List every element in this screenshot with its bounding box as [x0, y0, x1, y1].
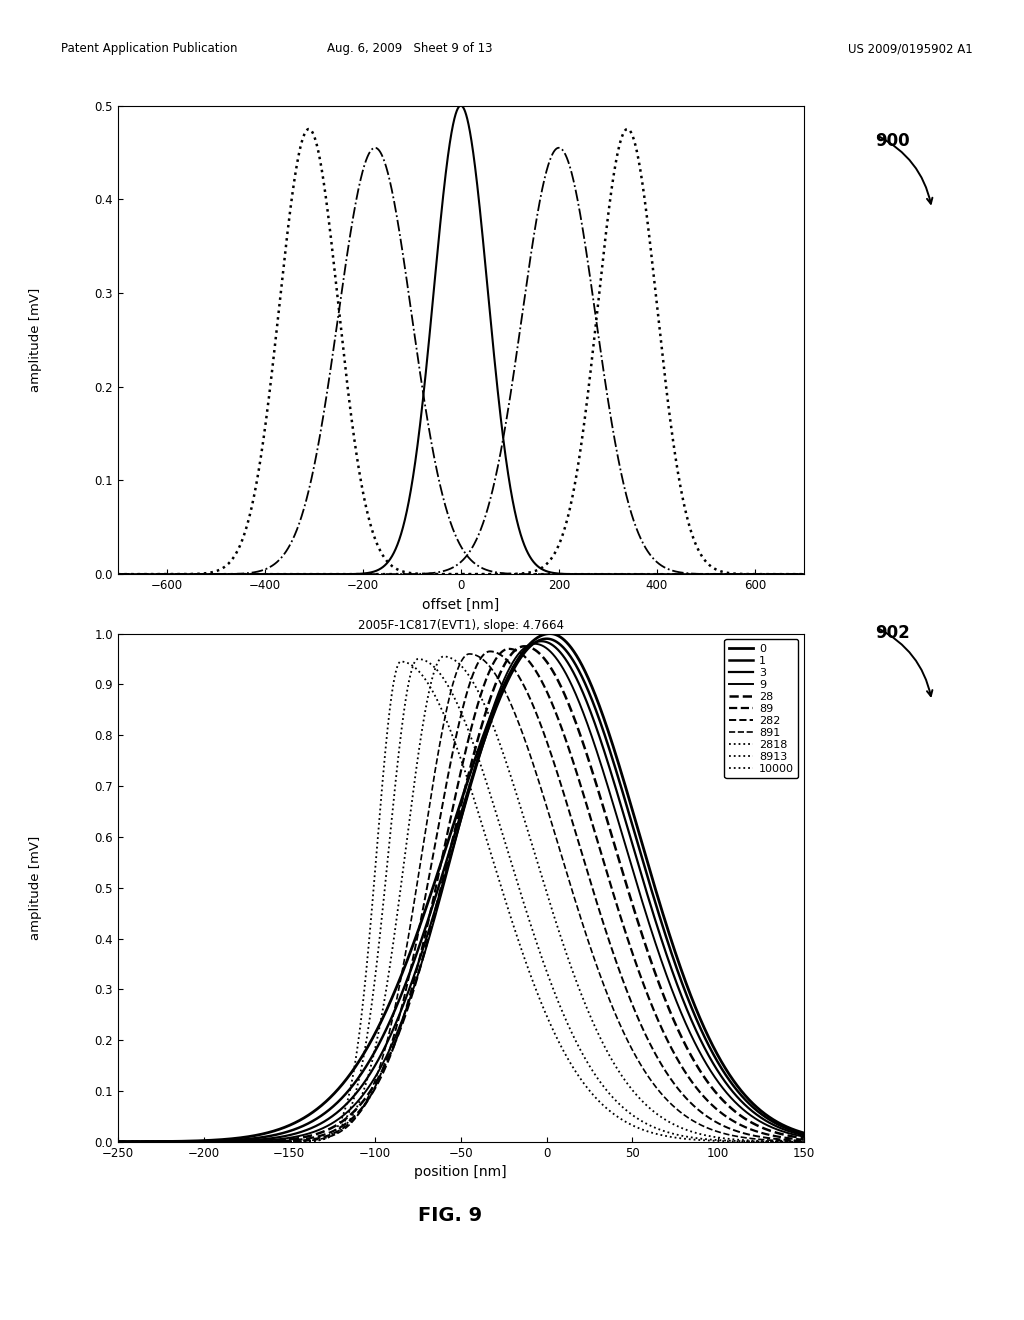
Text: US 2009/0195902 A1: US 2009/0195902 A1 [848, 42, 973, 55]
Text: Patent Application Publication: Patent Application Publication [61, 42, 238, 55]
Y-axis label: amplitude [mV]: amplitude [mV] [30, 836, 42, 940]
Y-axis label: amplitude [mV]: amplitude [mV] [30, 288, 42, 392]
X-axis label: position [nm]: position [nm] [415, 1166, 507, 1179]
Legend: 0, 1, 3, 9, 28, 89, 282, 891, 2818, 8913, 10000: 0, 1, 3, 9, 28, 89, 282, 891, 2818, 8913… [724, 639, 799, 777]
Text: Aug. 6, 2009   Sheet 9 of 13: Aug. 6, 2009 Sheet 9 of 13 [327, 42, 493, 55]
X-axis label: offset [nm]: offset [nm] [422, 598, 500, 611]
Text: 902: 902 [876, 624, 910, 643]
Text: 900: 900 [876, 132, 910, 150]
Text: FIG. 9: FIG. 9 [419, 1206, 482, 1225]
Title: 2005F-1C817(EVT1), slope: 4.7664: 2005F-1C817(EVT1), slope: 4.7664 [357, 619, 564, 632]
